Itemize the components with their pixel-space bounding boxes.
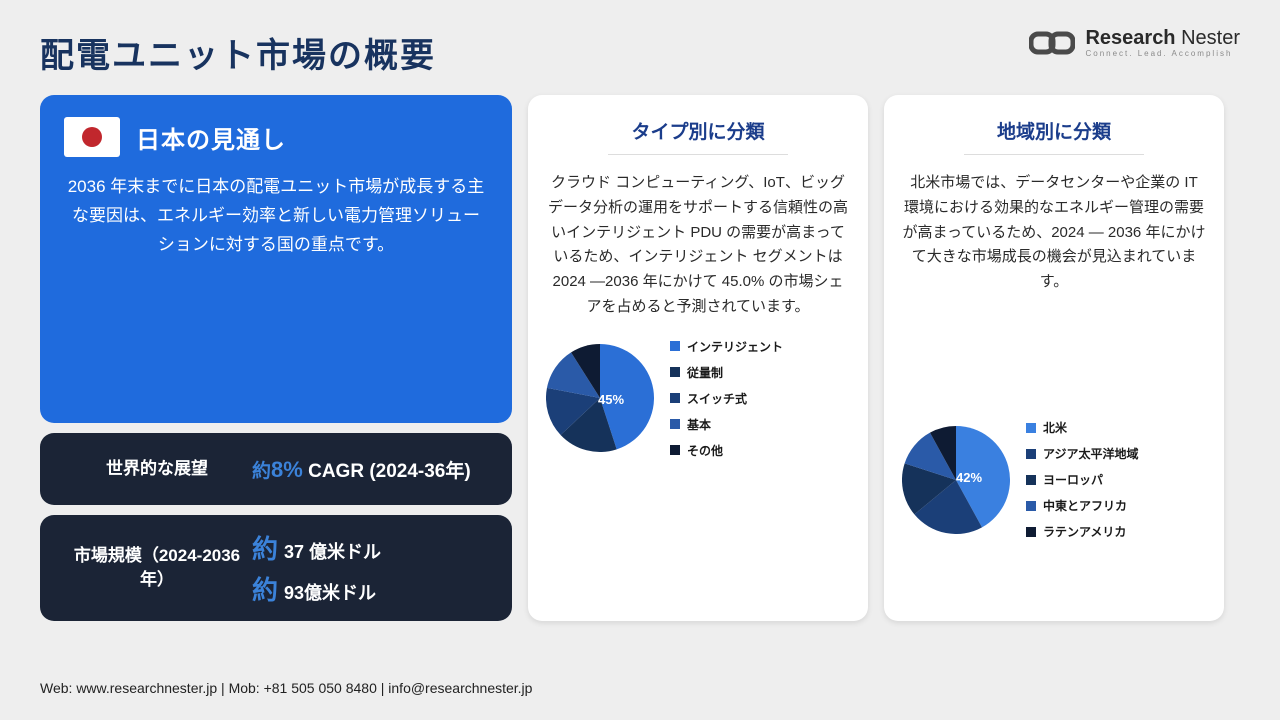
type-pie-chart: 45% <box>546 344 654 452</box>
region-pie-highlight: 42% <box>956 470 982 485</box>
divider <box>964 154 1144 155</box>
page-title: 配電ユニット市場の概要 <box>40 28 436 77</box>
type-pie-highlight: 45% <box>598 392 624 407</box>
type-card: タイプ別に分類 クラウド コンピューティング、IoT、ビッグ データ分析の運用を… <box>528 95 868 621</box>
brand-logo: Research Nester Connect. Lead. Accomplis… <box>1029 28 1240 58</box>
market-size-label: 市場規模（2024-2036年） <box>62 544 252 592</box>
japan-outlook-card: 日本の見通し 2036 年末までに日本の配電ユニット市場が成長する主な要因は、エ… <box>40 95 512 423</box>
divider <box>608 154 788 155</box>
left-column: 日本の見通し 2036 年末までに日本の配電ユニット市場が成長する主な要因は、エ… <box>40 95 512 621</box>
footer-contact: Web: www.researchnester.jp | Mob: +81 50… <box>40 680 532 696</box>
type-card-title: タイプ別に分類 <box>546 117 850 144</box>
logo-text: Research Nester <box>1085 28 1240 48</box>
region-pie-chart: 42% <box>902 426 1010 534</box>
legend-item: インテリジェント <box>670 338 783 355</box>
japan-flag-icon <box>64 117 120 157</box>
region-card: 地域別に分類 北米市場では、データセンターや企業の IT 環境における効果的なエ… <box>884 95 1224 621</box>
legend-item: スイッチ式 <box>670 390 783 407</box>
global-outlook-value: 約8% CAGR (2024-36年) <box>252 456 490 483</box>
market-size-card: 市場規模（2024-2036年） 約37 億米ドル 約93億米ドル <box>40 515 512 621</box>
legend-item: アジア太平洋地域 <box>1026 445 1139 462</box>
legend-item: 中東とアフリカ <box>1026 497 1139 514</box>
japan-outlook-body: 2036 年末までに日本の配電ユニット市場が成長する主な要因は、エネルギー効率と… <box>64 173 488 260</box>
market-size-values: 約37 億米ドル 約93億米ドル <box>252 529 490 607</box>
legend-item: ラテンアメリカ <box>1026 523 1139 540</box>
type-card-body: クラウド コンピューティング、IoT、ビッグ データ分析の運用をサポートする信頼… <box>546 171 850 320</box>
region-card-title: 地域別に分類 <box>902 117 1206 144</box>
legend-item: 基本 <box>670 416 783 433</box>
content-row: 日本の見通し 2036 年末までに日本の配電ユニット市場が成長する主な要因は、エ… <box>0 85 1280 621</box>
legend-item: ヨーロッパ <box>1026 471 1139 488</box>
region-legend: 北米アジア太平洋地域ヨーロッパ中東とアフリカラテンアメリカ <box>1026 419 1139 540</box>
legend-item: 北米 <box>1026 419 1139 436</box>
logo-tagline: Connect. Lead. Accomplish <box>1085 50 1240 58</box>
header: 配電ユニット市場の概要 Research Nester Connect. Lea… <box>0 0 1280 85</box>
chain-link-icon <box>1029 28 1075 58</box>
type-legend: インテリジェント従量制スイッチ式基本その他 <box>670 338 783 459</box>
global-outlook-label: 世界的な展望 <box>62 457 252 481</box>
legend-item: その他 <box>670 442 783 459</box>
japan-outlook-title: 日本の見通し <box>136 120 286 155</box>
region-card-body: 北米市場では、データセンターや企業の IT 環境における効果的なエネルギー管理の… <box>902 171 1206 401</box>
global-outlook-card: 世界的な展望 約8% CAGR (2024-36年) <box>40 433 512 505</box>
legend-item: 従量制 <box>670 364 783 381</box>
